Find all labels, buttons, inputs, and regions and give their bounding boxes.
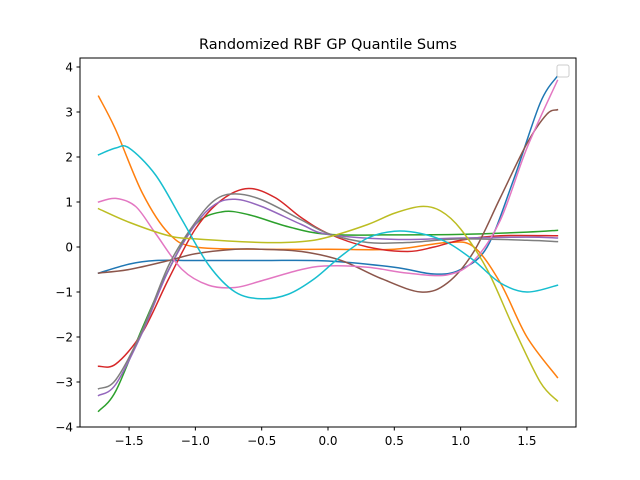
x-tick-label: −1.5: [114, 434, 143, 448]
series-layer: [97, 74, 559, 413]
series-line-10: [97, 144, 559, 300]
y-tick-label: 3: [65, 106, 73, 120]
series-line-4: [97, 187, 559, 368]
series-line-9: [97, 205, 559, 402]
y-tick-label: −3: [55, 376, 73, 390]
y-tick-label: 0: [65, 241, 73, 255]
x-tick-label: 1.0: [451, 434, 470, 448]
y-tick-label: −1: [55, 286, 73, 300]
plot-frame: [79, 57, 577, 428]
x-tick-label: −0.5: [247, 434, 276, 448]
series-line-8: [97, 193, 559, 390]
x-tick-label: −1.0: [181, 434, 210, 448]
y-tick-label: 1: [65, 196, 73, 210]
axes-layer: −1.5 −1.0 −0.5 0.0 0.5 1.0 1.5 −4 −3 −2 −1 0 1 2 3 4: [55, 61, 536, 449]
x-tick-label: 1.5: [517, 434, 536, 448]
y-tick-label: 2: [65, 151, 73, 165]
series-line-7: [97, 79, 559, 289]
y-tick-label: 4: [65, 61, 73, 75]
x-tick-label: 0.5: [385, 434, 404, 448]
x-tick-label: 0.0: [318, 434, 337, 448]
series-line-5: [97, 198, 559, 397]
y-tick-label: −4: [55, 421, 73, 435]
legend-box: [556, 64, 570, 78]
y-tick-label: −2: [55, 331, 73, 345]
series-line-6: [97, 108, 559, 293]
series-line-3: [97, 210, 559, 413]
chart-title: Randomized RBF GP Quantile Sums: [199, 37, 457, 53]
series-line-1: [97, 74, 559, 275]
